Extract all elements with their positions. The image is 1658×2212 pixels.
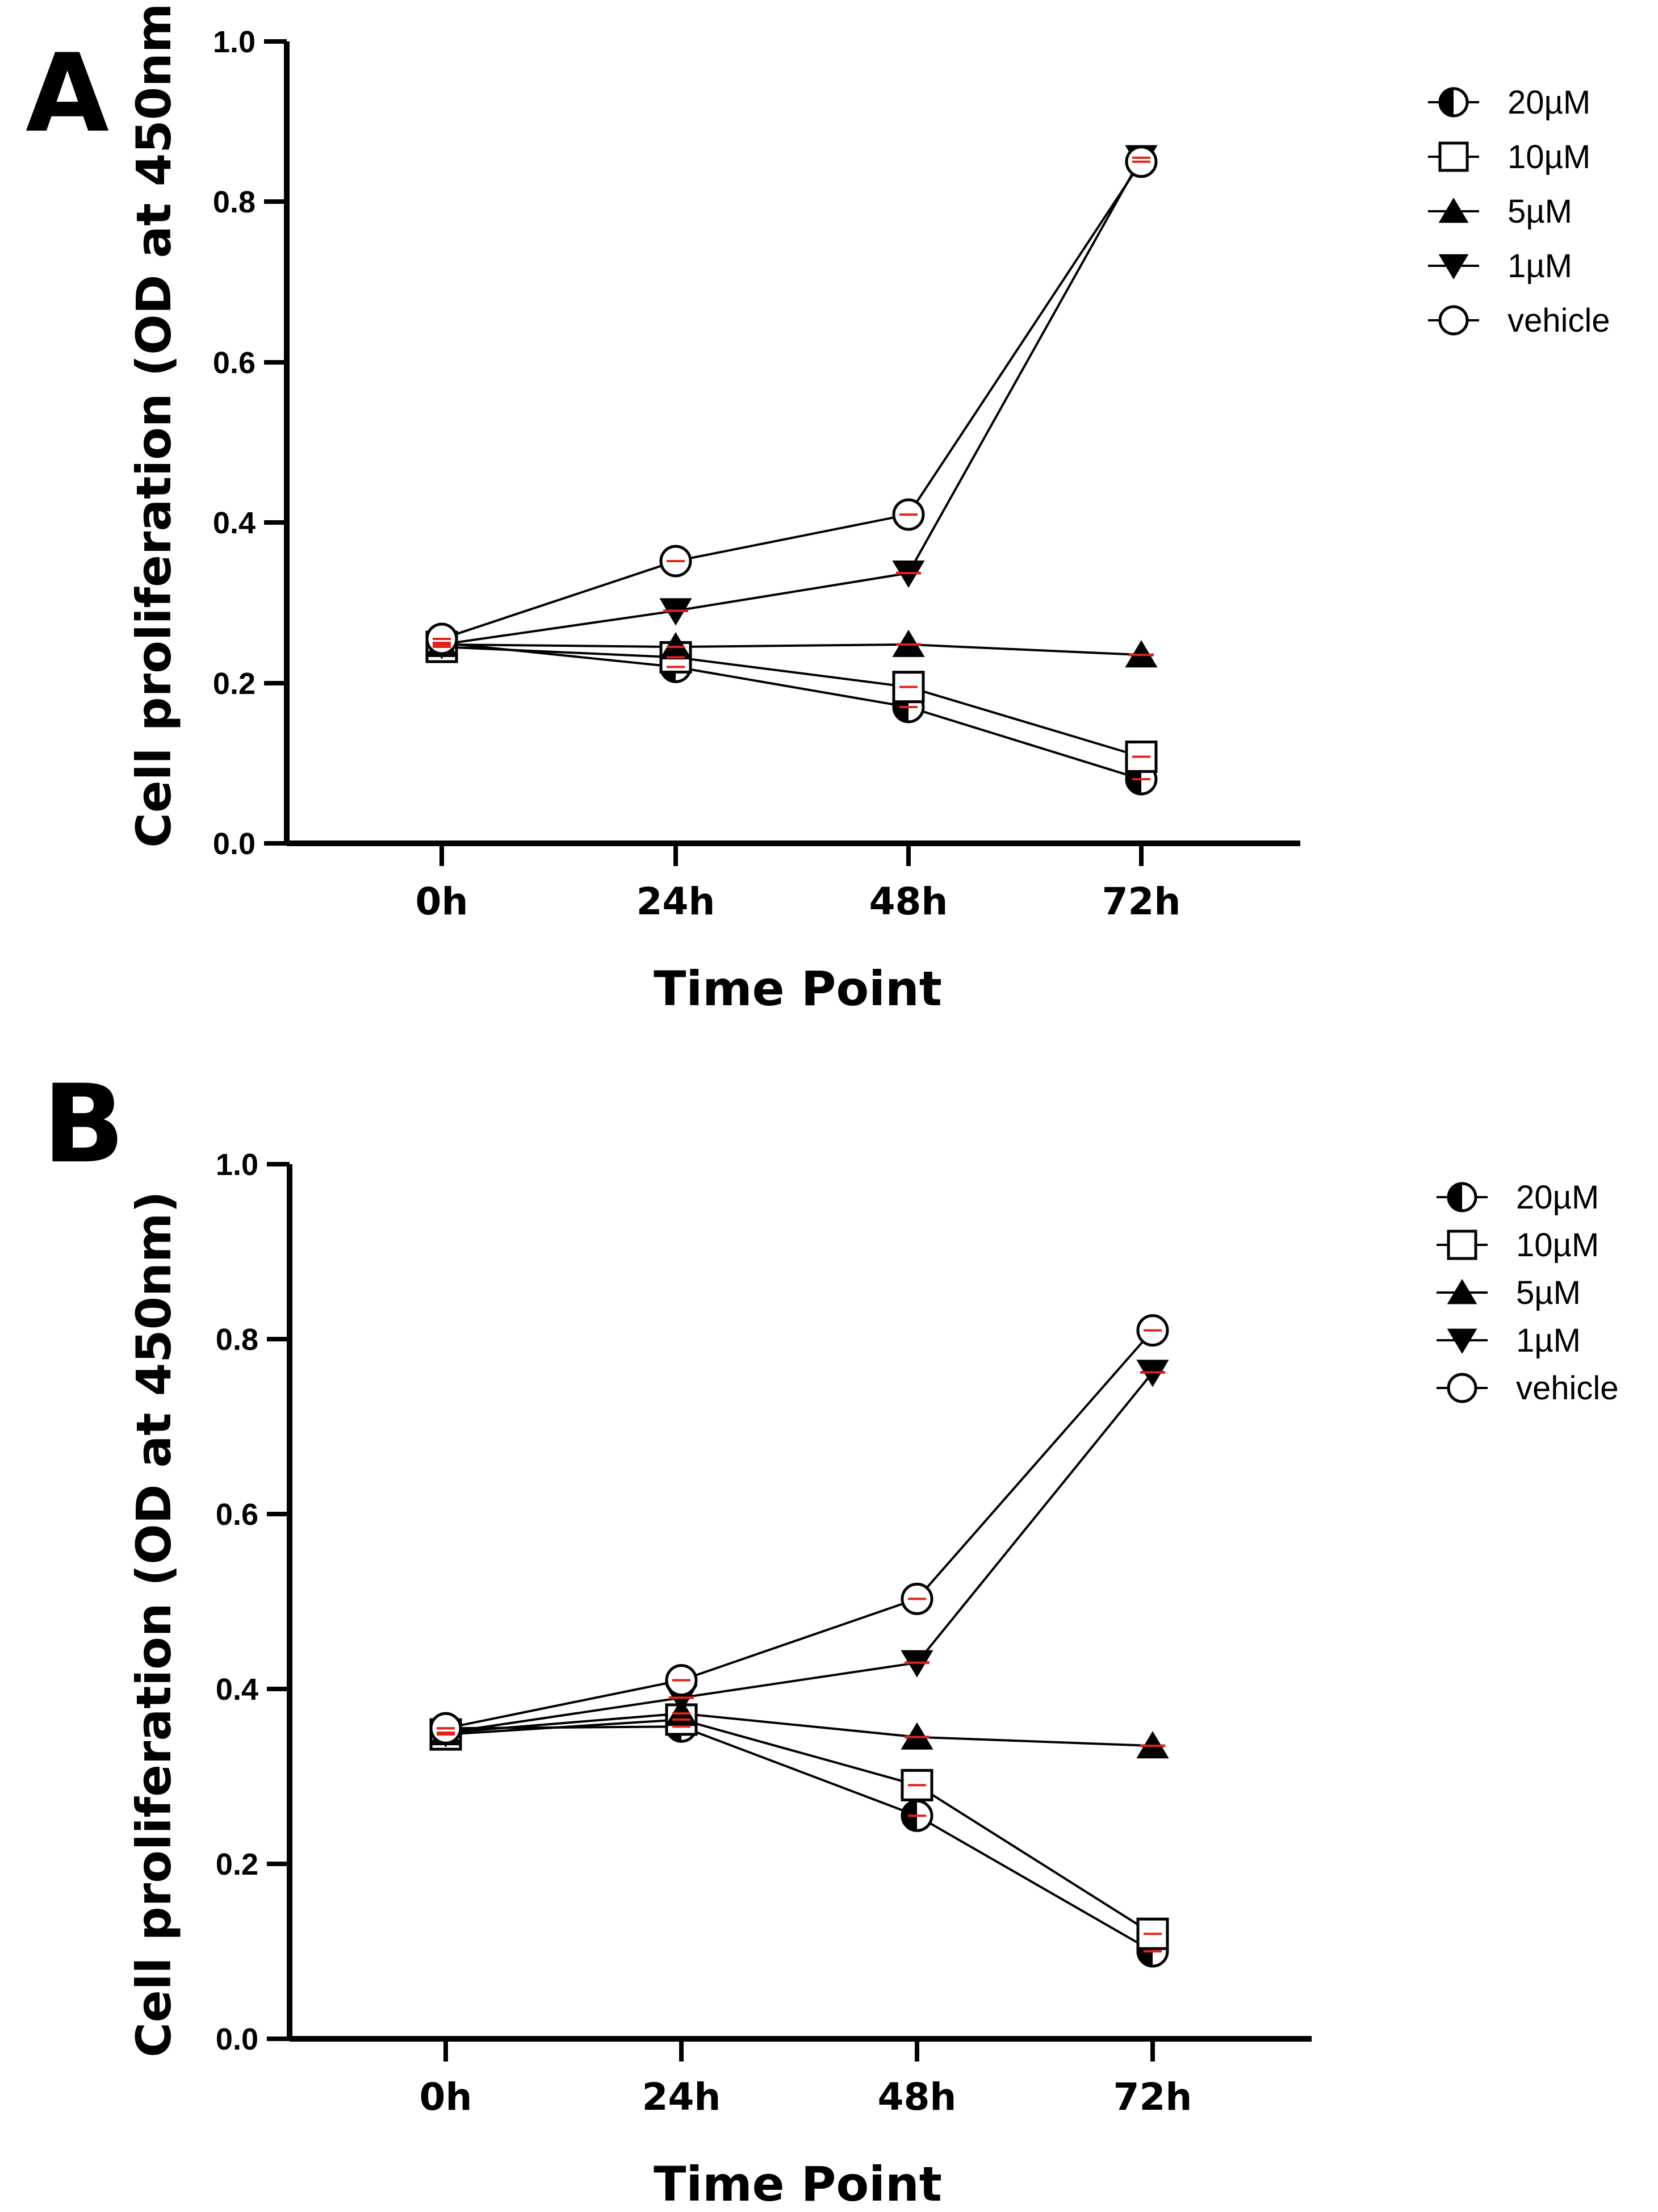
legend-label: vehicle [1508,302,1610,339]
panel-a: A Cell proliferation (OD at 450nm) 0.0 0… [26,0,1610,1017]
x-tick-label: 24h [642,2075,721,2119]
x-ticks [443,2039,1155,2062]
legend-item: 10µM [1437,1227,1599,1264]
legend-marker [1438,305,1469,336]
x-tick-label: 72h [1102,880,1181,923]
y-tick-label: 1.0 [213,25,256,59]
legend-marker [1447,1328,1477,1354]
legend-item: vehicle [1437,1370,1619,1407]
x-axis-title: Time Point [654,961,942,1017]
y-tick-label: 0.2 [213,667,256,701]
series-line-1 [445,1718,1154,1935]
x-tick-labels: 0h 24h 48h 72h [420,2075,1192,2119]
legend-label: 20µM [1508,84,1590,121]
legend: 20µM 10µM 5µM 1µM vehicle [1437,1179,1619,1407]
legend-marker [1447,1230,1477,1260]
legend-marker [1438,254,1469,279]
series-line-0 [441,642,1142,780]
series-line-3 [445,1371,1154,1734]
y-tick-label: 0.0 [213,827,256,861]
panel-letter-b: B [43,1061,125,1187]
data-point-shape [901,1768,933,1801]
x-tick-label: 24h [637,880,715,923]
x-axis-title: Time Point [654,2156,942,2212]
legend-label: 1µM [1508,248,1572,285]
y-tick-label: 0.8 [216,1323,258,1357]
legend-label: 5µM [1508,193,1572,230]
legend-marker [1447,1373,1477,1403]
series-line-4 [441,161,1142,640]
legend-marker [1447,1279,1477,1304]
y-tick-label: 0.4 [216,1672,258,1707]
y-tick-label: 0.0 [216,2022,258,2056]
x-ticks [439,843,1144,866]
legend-marker-shape [1447,1279,1477,1304]
series-line-2 [441,643,1142,657]
legend-label: 10µM [1516,1227,1599,1264]
y-tick-labels: 0.0 0.2 0.4 0.6 0.8 1.0 [213,25,256,861]
y-tick-label: 0.6 [213,346,256,380]
legend-marker [1438,87,1469,118]
x-tick-label: 72h [1113,2075,1192,2119]
y-tick-labels: 0.0 0.2 0.4 0.6 0.8 1.0 [216,1148,258,2056]
x-tick-label: 48h [878,2075,957,2119]
legend-label: 1µM [1516,1322,1581,1359]
x-tick-label: 0h [416,880,468,923]
y-ticks [264,39,287,846]
series-line-0 [445,1725,1153,1952]
legend-label: vehicle [1516,1370,1619,1407]
legend-item: 5µM [1437,1274,1581,1311]
panel-b: B Cell proliferation (OD at 450nm) 0.0 0… [43,1061,1619,2212]
legend-item: 5µM [1428,193,1572,230]
legend-marker [1438,198,1469,223]
y-tick-label: 0.2 [216,1847,258,1881]
plot-area [429,1314,1169,1968]
y-tick-label: 0.4 [213,506,256,540]
legend-label: 10µM [1508,139,1590,175]
series-line-3 [441,157,1142,646]
series-line-2 [445,1712,1153,1747]
y-tick-label: 1.0 [216,1148,258,1182]
legend-marker-fill [1448,1184,1462,1211]
panel-letter-a: A [26,31,109,156]
data-point [901,1768,933,1801]
legend-label: 5µM [1516,1274,1581,1311]
y-axis-title: Cell proliferation (OD at 450nm) [126,1191,182,2058]
y-ticks [267,1162,290,2041]
y-axis-title: Cell proliferation (OD at 450nm) [126,0,182,848]
legend-marker [1447,1182,1477,1212]
legend-marker-shape [1438,141,1469,172]
plot-area [425,145,1158,796]
legend-item: 1µM [1437,1322,1581,1359]
legend-item: 10µM [1428,139,1590,175]
y-tick-label: 0.8 [213,185,256,219]
legend-marker [1438,141,1469,172]
legend-marker-shape [1447,1373,1477,1403]
legend-item: 1µM [1428,248,1572,285]
legend-item: 20µM [1437,1179,1599,1216]
legend-marker-fill [1440,89,1454,116]
legend-marker-shape [1438,198,1469,223]
legend-marker-shape [1438,305,1469,336]
x-tick-label: 48h [869,880,948,923]
series-line-4 [445,1329,1154,1730]
legend-marker-shape [1447,1328,1477,1354]
series-line-1 [441,646,1142,758]
legend-label: 20µM [1516,1179,1599,1216]
legend-marker-shape [1438,254,1469,279]
y-tick-label: 0.6 [216,1498,258,1532]
legend-marker-shape [1447,1230,1477,1260]
legend-item: vehicle [1428,302,1610,339]
legend-item: 20µM [1428,84,1590,121]
x-tick-labels: 0h 24h 48h 72h [416,880,1181,923]
legend: 20µM 10µM 5µM 1µM vehicle [1428,84,1610,339]
x-tick-label: 0h [420,2075,472,2119]
